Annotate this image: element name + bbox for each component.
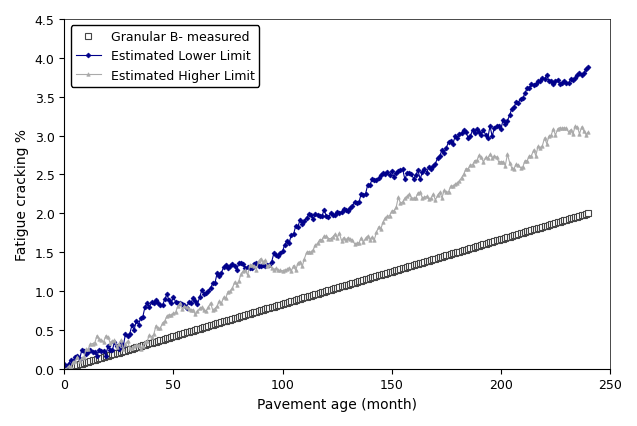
Estimated Lower Limit	[449, 142, 457, 147]
Estimated Higher Limit	[359, 240, 367, 245]
Granular B- measured	[119, 349, 127, 354]
Line: Estimated Higher Limit: Estimated Higher Limit	[62, 125, 590, 371]
Estimated Lower Limit	[362, 192, 369, 197]
Estimated Higher Limit	[259, 260, 267, 265]
Y-axis label: Fatigue cracking %: Fatigue cracking %	[15, 129, 29, 260]
Estimated Higher Limit	[447, 184, 455, 189]
Granular B- measured	[578, 213, 585, 218]
Line: Estimated Lower Limit: Estimated Lower Limit	[62, 66, 590, 369]
Granular B- measured	[584, 211, 592, 216]
Estimated Higher Limit	[61, 366, 68, 371]
Estimated Lower Limit	[584, 66, 592, 71]
Granular B- measured	[447, 252, 455, 257]
Estimated Higher Limit	[482, 155, 489, 161]
Estimated Lower Limit	[122, 332, 129, 337]
X-axis label: Pavement age (month): Pavement age (month)	[257, 397, 417, 411]
Estimated Higher Limit	[119, 347, 127, 352]
Estimated Higher Limit	[584, 130, 592, 135]
Estimated Lower Limit	[484, 136, 492, 141]
Estimated Higher Limit	[580, 129, 588, 134]
Granular B- measured	[359, 278, 367, 283]
Estimated Lower Limit	[61, 362, 68, 367]
Estimated Lower Limit	[62, 365, 70, 370]
Legend: Granular B- measured, Estimated Lower Limit, Estimated Higher Limit: Granular B- measured, Estimated Lower Li…	[71, 26, 259, 88]
Line: Granular B- measured: Granular B- measured	[62, 211, 591, 371]
Granular B- measured	[61, 366, 68, 371]
Estimated Lower Limit	[261, 264, 269, 269]
Estimated Lower Limit	[580, 72, 588, 77]
Granular B- measured	[482, 242, 489, 247]
Granular B- measured	[259, 308, 267, 313]
Estimated Higher Limit	[571, 124, 579, 130]
